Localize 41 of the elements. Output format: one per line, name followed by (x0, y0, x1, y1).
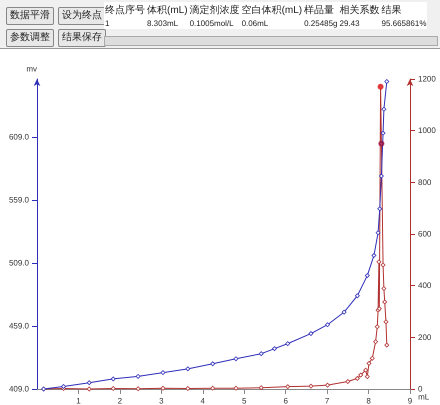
text: 终点序号 (104, 4, 146, 18)
y2-tick-label: 1000 (418, 126, 436, 136)
text: 样品量 (303, 4, 336, 18)
text: 参数调整 (6, 29, 54, 47)
x-tick-label: 8 (366, 396, 372, 405)
y-tick-label: 559.0 (8, 195, 30, 204)
x-tick-label: 2 (118, 396, 123, 405)
text: 0.1005mol/L (188, 18, 235, 29)
x-tick-label: 9 (408, 396, 413, 405)
x-tick-label: 4 (200, 396, 206, 405)
text: 滴定剂浓度 (188, 4, 241, 18)
y-tick-label: 609.0 (8, 132, 30, 142)
y-tick-label: 459.0 (8, 321, 30, 330)
x-tick-label: 5 (242, 396, 247, 405)
x-tick-label: 6 (283, 396, 288, 405)
text: 数据平滑 (6, 7, 54, 25)
y-tick-label: 409.0 (8, 384, 30, 394)
text: 体积(mL) (146, 4, 189, 18)
y-axis-title: mv (26, 64, 37, 74)
text: 结果 (380, 4, 402, 18)
text: 29.43 (338, 18, 361, 29)
text: 结果保存 (58, 29, 106, 47)
x-axis-title: mL (418, 392, 430, 402)
y2-tick-label: 800 (418, 178, 432, 187)
text: 0.25485g (303, 18, 338, 29)
y2-tick-label: 0 (418, 384, 423, 394)
y2-tick-label: 200 (418, 332, 432, 342)
y-tick-label: 509.0 (8, 258, 30, 268)
text: 相关系数 (338, 4, 380, 18)
y2-tick-label: 1200 (418, 74, 436, 84)
y2-tick-label: 400 (418, 281, 432, 290)
x-tick-label: 3 (159, 396, 164, 405)
text: 8.303mL (146, 18, 180, 29)
text: 设为终点 (58, 7, 106, 25)
text: 1 (104, 18, 110, 29)
text: 95.665861% (380, 18, 428, 29)
x-tick-label: 7 (324, 396, 330, 405)
text: 空白体积(mL) (240, 4, 304, 18)
x-tick-label: 1 (76, 396, 82, 405)
text: 0.06mL (240, 18, 270, 29)
y2-tick-label: 600 (418, 230, 432, 238)
